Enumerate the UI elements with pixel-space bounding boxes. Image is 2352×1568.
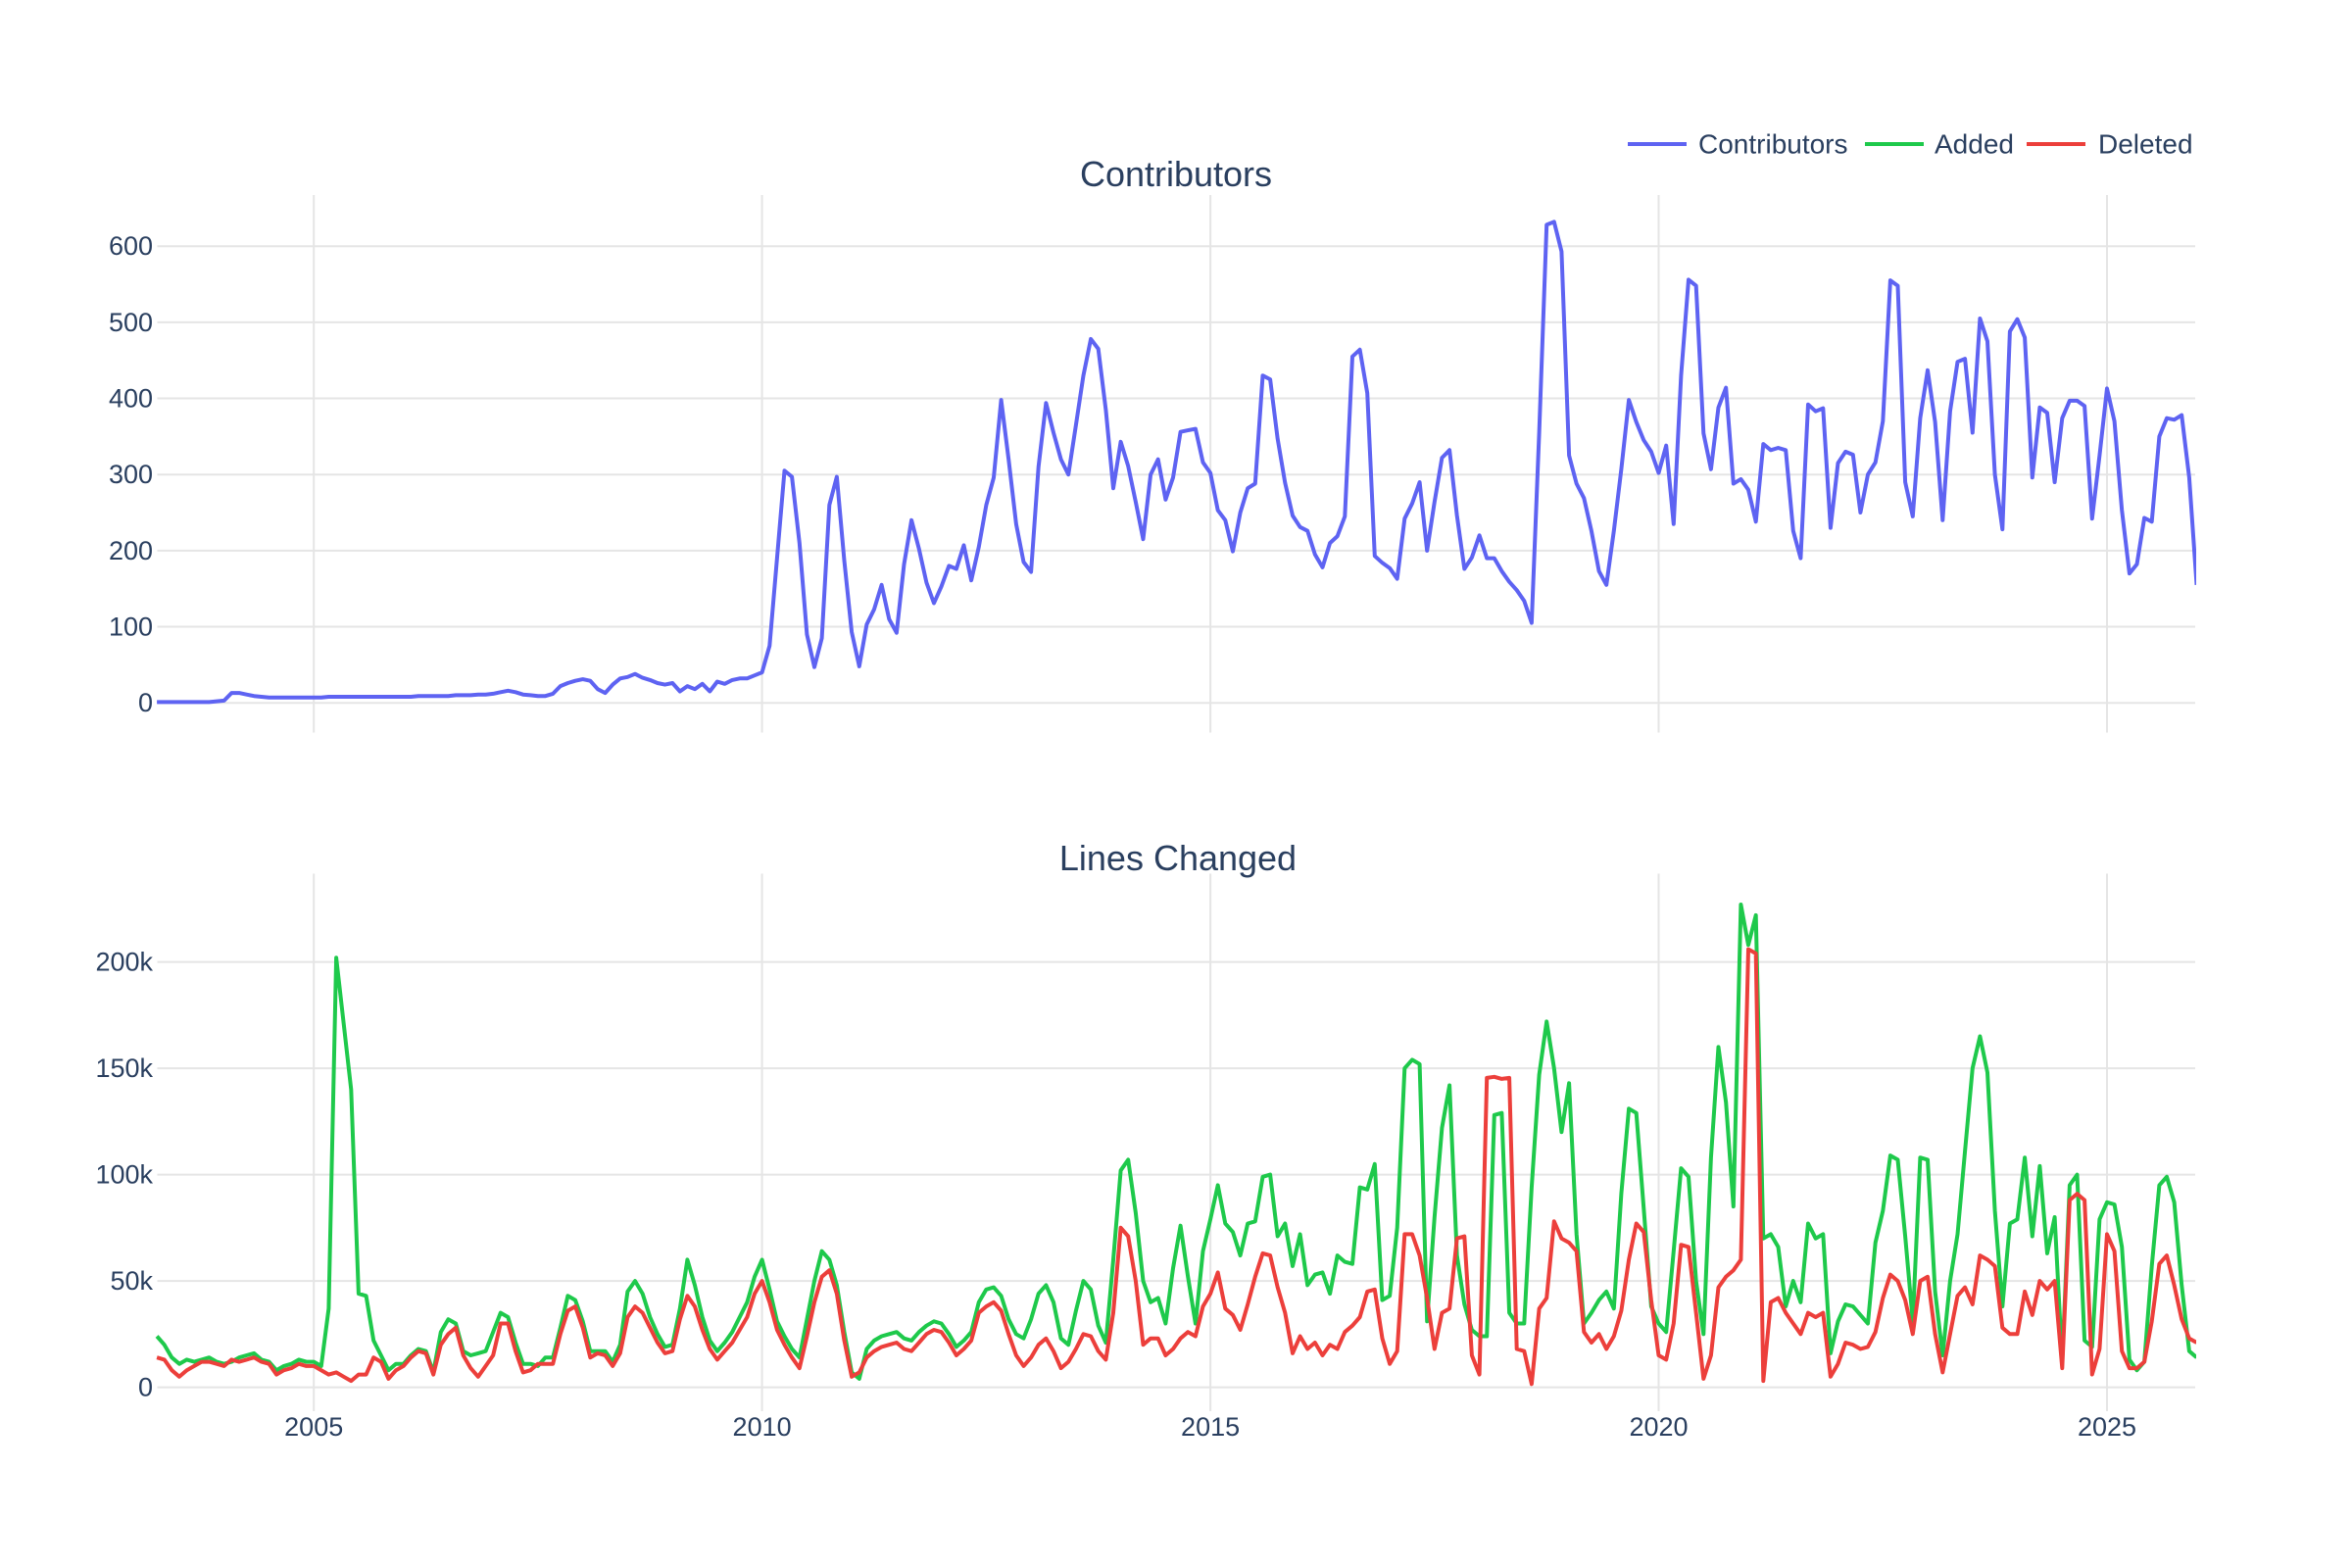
svg-text:2025: 2025 [2078,1412,2136,1442]
svg-text:50k: 50k [110,1266,153,1296]
svg-text:Added: Added [1935,129,2014,160]
svg-text:Lines Changed: Lines Changed [1059,838,1297,878]
svg-text:0: 0 [138,1373,153,1402]
svg-text:2005: 2005 [284,1412,343,1442]
svg-text:Contributors: Contributors [1080,154,1272,194]
svg-text:150k: 150k [95,1054,153,1083]
svg-text:0: 0 [138,688,153,717]
svg-text:100: 100 [109,612,153,642]
svg-text:600: 600 [109,231,153,261]
svg-text:300: 300 [109,460,153,489]
svg-text:Contributors: Contributors [1698,129,1848,160]
svg-text:400: 400 [109,384,153,414]
svg-text:200: 200 [109,536,153,565]
svg-text:2020: 2020 [1629,1412,1688,1442]
svg-text:Deleted: Deleted [2098,129,2193,160]
svg-text:100k: 100k [95,1160,153,1190]
svg-text:200k: 200k [95,948,153,977]
svg-text:2015: 2015 [1181,1412,1240,1442]
svg-text:2010: 2010 [733,1412,792,1442]
svg-text:500: 500 [109,308,153,337]
